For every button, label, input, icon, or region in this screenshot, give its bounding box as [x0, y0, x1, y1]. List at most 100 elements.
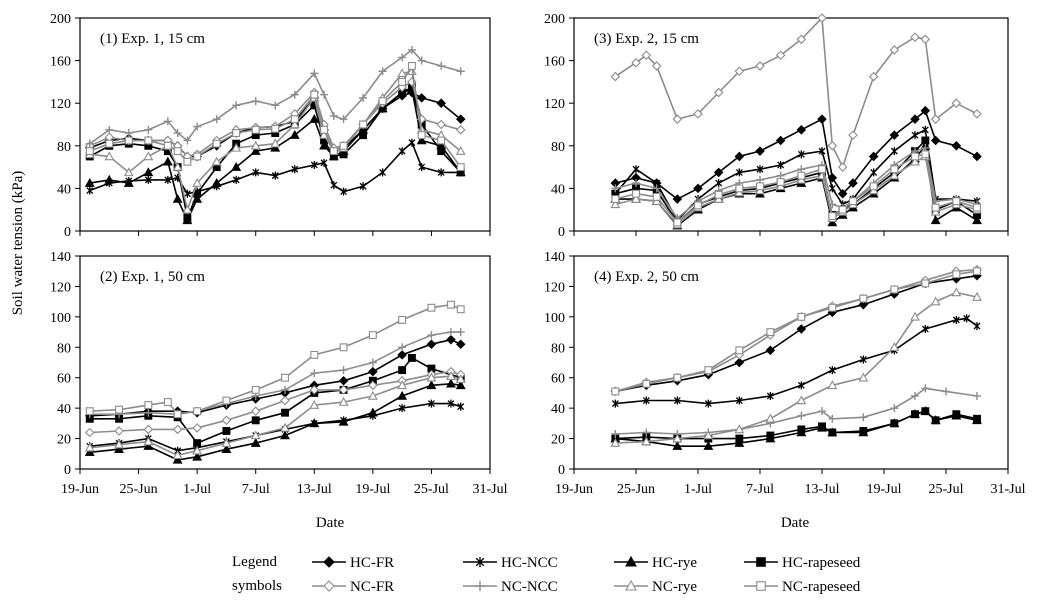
data-point	[755, 61, 765, 71]
data-point	[339, 150, 348, 159]
data-point	[652, 192, 661, 201]
data-point	[280, 395, 290, 406]
data-point	[144, 136, 153, 145]
data-point	[775, 135, 786, 146]
series-NC-rye	[84, 371, 466, 460]
y-tick-label: 40	[551, 402, 565, 417]
data-point	[280, 430, 290, 440]
y-tick-label: 60	[57, 372, 71, 387]
chart-panel-1: 0 40 80 120 160 200 (1) Exp. 1, 15 cm	[50, 12, 491, 240]
x-tick-label: 25-Jun	[120, 482, 158, 497]
data-point	[114, 426, 124, 436]
data-point	[837, 188, 848, 199]
data-point	[85, 407, 94, 416]
data-point	[735, 184, 744, 193]
data-point	[632, 179, 640, 188]
data-point	[858, 299, 869, 310]
data-point	[973, 203, 981, 212]
data-point	[848, 178, 858, 188]
data-point	[734, 151, 745, 162]
series-HC-rapeseed	[85, 353, 465, 448]
data-point	[446, 328, 455, 337]
data-point	[193, 407, 202, 416]
data-point	[417, 56, 426, 65]
data-point	[338, 375, 349, 386]
data-point	[890, 165, 899, 174]
data-point	[766, 391, 774, 400]
data-point	[910, 114, 920, 124]
data-point	[250, 406, 261, 416]
data-point	[359, 120, 368, 129]
data-point	[270, 142, 281, 152]
plot-frame	[79, 255, 491, 470]
series-NC-FR	[610, 13, 982, 172]
data-point	[973, 391, 981, 400]
series-NC-rapeseed	[85, 61, 465, 172]
data-point	[818, 407, 826, 416]
data-point	[797, 312, 806, 321]
data-point	[455, 380, 466, 390]
data-point	[252, 168, 260, 177]
data-point	[426, 380, 437, 390]
y-tick-label: 0	[64, 463, 71, 478]
data-point	[973, 267, 981, 276]
data-point	[84, 447, 95, 457]
data-point	[766, 328, 775, 337]
data-point	[952, 197, 961, 206]
data-point	[143, 151, 154, 161]
data-point	[735, 434, 744, 443]
data-point	[651, 61, 662, 71]
series-HC-FR	[610, 271, 982, 397]
data-point	[858, 372, 869, 382]
data-point	[398, 147, 406, 156]
data-point	[611, 184, 620, 193]
data-point	[398, 343, 407, 352]
data-point	[642, 396, 650, 405]
data-point	[703, 430, 714, 440]
data-point	[84, 442, 95, 452]
data-point	[828, 366, 836, 375]
y-tick-label: 20	[57, 433, 71, 448]
data-point	[641, 50, 652, 61]
data-point	[827, 380, 838, 390]
data-point	[456, 305, 465, 314]
data-point	[673, 396, 681, 405]
data-point	[796, 324, 807, 334]
data-point	[797, 381, 805, 390]
series-NC-rye	[610, 287, 982, 447]
data-point	[735, 168, 743, 177]
data-point	[416, 93, 427, 103]
data-point	[889, 45, 900, 55]
data-point	[446, 378, 456, 388]
data-point	[796, 125, 807, 135]
data-point	[183, 214, 192, 223]
legend-label: HC-FR	[350, 555, 394, 571]
data-point	[329, 147, 338, 156]
data-point	[250, 430, 261, 440]
data-point	[115, 405, 123, 414]
plot-frame	[573, 17, 1009, 232]
data-point	[817, 13, 827, 23]
data-point	[310, 160, 318, 169]
data-point	[289, 119, 300, 129]
data-point	[281, 373, 289, 382]
legend: Legend symbols HC-FR HC-NCC HC-rye HC-rapes…	[232, 554, 861, 595]
data-point	[143, 424, 154, 435]
x-axis-title-left: Date	[316, 515, 345, 531]
data-point	[398, 315, 407, 324]
data-point	[221, 444, 232, 453]
data-point	[911, 152, 919, 161]
data-point	[309, 385, 320, 395]
data-point	[164, 175, 172, 184]
data-point	[973, 321, 981, 330]
x-tick-label: 31-Jul	[473, 482, 508, 497]
y-tick-label: 0	[558, 225, 565, 240]
data-point	[124, 136, 133, 145]
data-point	[251, 125, 260, 134]
chart-panel-4: 0 20 40 60 80 100 120 140 19-Jun 25-Jun 1-Jul 7-Jul…	[544, 250, 1026, 497]
data-point	[713, 87, 724, 98]
series-line	[615, 317, 978, 405]
data-point	[172, 193, 183, 203]
data-point	[870, 168, 878, 177]
data-point	[869, 182, 878, 191]
